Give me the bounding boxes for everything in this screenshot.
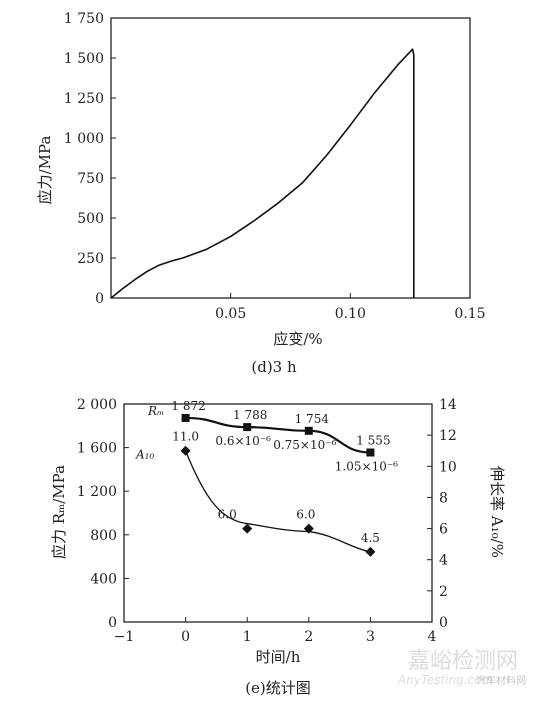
chart2-rm-value-label: 1 754 bbox=[295, 412, 330, 426]
watermark-line1: 嘉峪检测网 bbox=[408, 649, 518, 674]
watermark: 嘉峪检测网 AnyTesting.com 汽车材料网 bbox=[397, 649, 526, 687]
chart2-rm-annotation: 0.75×10⁻⁶ bbox=[273, 438, 336, 452]
chart2-right-y-tick-label: 14 bbox=[439, 397, 457, 413]
chart1-x-tick-label: 0.10 bbox=[335, 306, 366, 322]
chart2-rm-point bbox=[366, 448, 375, 457]
chart2-left-y-tick-label: 0 bbox=[108, 615, 117, 631]
chart2-series bbox=[180, 413, 376, 557]
chart2-a10-point bbox=[365, 546, 376, 557]
chart1-x-axis-label: 应变/% bbox=[273, 330, 322, 348]
chart1-axes bbox=[110, 17, 471, 299]
chart2-x-tick-label: −1 bbox=[114, 629, 135, 645]
chart1-series bbox=[110, 48, 415, 299]
chart2-rm-annotation: 1.05×10⁻⁶ bbox=[335, 460, 398, 474]
chart2-rm-series-label: Rₘ bbox=[147, 404, 164, 418]
chart2-x-tick-label: 4 bbox=[428, 629, 437, 645]
chart1-y-tick-label: 1 000 bbox=[64, 131, 104, 147]
chart2-x-tick-label: 2 bbox=[304, 629, 313, 645]
chart2-left-y-tick-label: 800 bbox=[90, 528, 117, 544]
chart2-right-y-axis-label: 伸长率 A₁₀/% bbox=[488, 466, 506, 558]
chart2-right-y-tick-label: 2 bbox=[439, 584, 448, 600]
chart1-ticks: 0 250 500 750 1 000 1 250 1 500 1 750 0.05 0.10 0.… bbox=[64, 11, 486, 322]
chart2-a10-value-label: 6.0 bbox=[218, 508, 237, 522]
chart2-a10-point bbox=[303, 523, 314, 534]
chart1-caption: (d)3 h bbox=[251, 358, 297, 376]
chart2-rm-value-label: 1 788 bbox=[233, 408, 267, 422]
chart1-y-tick-label: 1 500 bbox=[64, 51, 104, 67]
chart2-x-tick-label: 3 bbox=[366, 629, 375, 645]
chart1-y-tick-label: 1 750 bbox=[64, 11, 104, 27]
chart1-plot-frame bbox=[110, 17, 471, 299]
chart2-rm-point bbox=[181, 413, 190, 422]
chart2-a10-value-label: 6.0 bbox=[296, 508, 315, 522]
chart2-x-tick-label: 1 bbox=[243, 629, 252, 645]
chart1-x-tick-label: 0.05 bbox=[215, 306, 246, 322]
chart2-left-y-axis-label: 应力 Rₘ/MPa bbox=[50, 465, 68, 559]
chart2-left-y-tick-label: 1 600 bbox=[77, 441, 117, 457]
chart1-y-tick-label: 500 bbox=[77, 211, 104, 227]
chart2-right-y-tick-label: 10 bbox=[439, 459, 457, 475]
watermark-line2: AnyTesting.com bbox=[397, 673, 493, 687]
watermark-line3: 汽车材料网 bbox=[476, 674, 526, 687]
chart2-axes bbox=[123, 403, 433, 623]
chart2-rm-annotation: 0.6×10⁻⁶ bbox=[215, 434, 271, 448]
chart2-rm-line bbox=[185, 416, 371, 454]
chart2-right-y-tick-label: 0 bbox=[439, 615, 448, 631]
chart1-y-axis-label: 应力/MPa bbox=[36, 136, 54, 205]
chart2-left-y-tick-label: 2 000 bbox=[77, 397, 117, 413]
chart1-y-tick-label: 750 bbox=[77, 171, 104, 187]
chart1-y-tick-label: 1 250 bbox=[64, 91, 104, 107]
chart2-right-y-tick-label: 6 bbox=[439, 522, 448, 538]
chart2-a10-value-label: 4.5 bbox=[361, 531, 380, 545]
stress-strain-chart: 0 250 500 750 1 000 1 250 1 500 1 750 0.05 0.10 0.… bbox=[36, 11, 486, 376]
chart2-x-axis-label: 时间/h bbox=[256, 648, 301, 666]
chart2-a10-point bbox=[242, 523, 253, 534]
chart2-a10-point bbox=[180, 445, 191, 456]
chart2-left-y-tick-label: 400 bbox=[90, 571, 117, 587]
chart2-left-y-tick-label: 1 200 bbox=[77, 484, 117, 500]
chart2-a10-series-label: A₁₀ bbox=[135, 448, 154, 462]
chart1-stress-curve bbox=[110, 48, 415, 299]
chart2-right-y-tick-label: 12 bbox=[439, 428, 457, 444]
chart2-rm-value-label: 1 555 bbox=[356, 434, 390, 448]
chart1-y-tick-label: 0 bbox=[95, 291, 104, 307]
chart2-a10-line bbox=[184, 450, 371, 553]
chart2-value-labels: 1 872 1 788 0.6×10⁻⁶ 1 754 0.75×10⁻⁶ 1 555 1.0… bbox=[135, 399, 398, 545]
chart2-rm-point bbox=[304, 426, 313, 435]
chart1-y-tick-label: 250 bbox=[77, 251, 104, 267]
chart2-x-tick-label: 0 bbox=[181, 629, 190, 645]
chart2-a10-value-label: 11.0 bbox=[172, 430, 199, 444]
chart1-x-tick-label: 0.15 bbox=[454, 306, 485, 322]
chart2-right-y-tick-label: 8 bbox=[439, 490, 448, 506]
chart2-right-y-tick-label: 4 bbox=[439, 553, 448, 569]
chart2-rm-value-label: 1 872 bbox=[171, 399, 205, 413]
chart2-plot-frame bbox=[123, 403, 433, 623]
chart2-rm-point bbox=[243, 423, 252, 432]
chart2-caption: (e)统计图 bbox=[245, 679, 311, 697]
